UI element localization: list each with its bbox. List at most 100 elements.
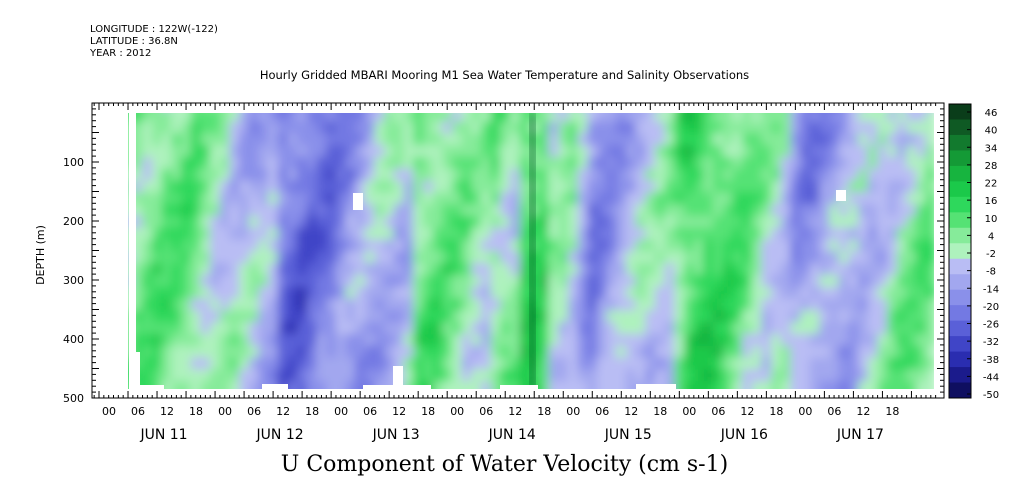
field-cell xyxy=(722,133,734,156)
field-cell xyxy=(674,286,686,309)
field-cell xyxy=(248,239,260,262)
field-cell xyxy=(142,204,154,227)
field-cell xyxy=(229,215,241,238)
field-cell xyxy=(596,121,608,144)
field-cell xyxy=(664,263,676,286)
field-cell xyxy=(480,345,492,368)
field-cell xyxy=(258,369,270,389)
field-cell xyxy=(413,263,425,286)
colorbar-label: -26 xyxy=(983,320,999,331)
field-cell xyxy=(887,239,899,262)
field-cell xyxy=(713,145,725,168)
field-cell xyxy=(461,274,473,297)
field-cell xyxy=(567,357,579,380)
field-cell xyxy=(142,251,154,274)
field-cell xyxy=(229,204,241,227)
field-cell xyxy=(161,333,173,356)
field-cell xyxy=(596,345,608,368)
field-cell xyxy=(229,192,241,215)
field-cell xyxy=(654,239,666,262)
field-cell xyxy=(297,180,309,203)
field-cell xyxy=(403,227,415,250)
field-cell xyxy=(587,333,599,356)
field-cell xyxy=(210,215,222,238)
field-cell xyxy=(471,274,483,297)
field-cell xyxy=(432,215,444,238)
field-cell xyxy=(471,180,483,203)
field-cell xyxy=(877,322,889,345)
colorbar-label: 22 xyxy=(985,179,998,190)
field-cell xyxy=(461,192,473,215)
field-cell xyxy=(152,310,164,333)
field-cell xyxy=(306,215,318,238)
field-cell xyxy=(509,251,521,274)
field-cell xyxy=(858,381,870,389)
field-cell xyxy=(625,369,637,389)
field-cell xyxy=(654,204,666,227)
field-cell xyxy=(287,357,299,380)
x-hour-label: 00 xyxy=(450,405,464,418)
field-cell xyxy=(335,286,347,309)
field-cell xyxy=(858,251,870,274)
field-cell xyxy=(858,322,870,345)
field-cell xyxy=(268,333,280,356)
field-cell xyxy=(355,345,367,368)
x-hour-label: 06 xyxy=(131,405,145,418)
field-cell xyxy=(645,145,657,168)
field-cell xyxy=(703,357,715,380)
field-cell xyxy=(442,168,454,191)
field-cell xyxy=(393,333,405,356)
field-cell xyxy=(606,333,618,356)
field-cell xyxy=(326,286,338,309)
field-cell xyxy=(152,227,164,250)
field-cell xyxy=(771,263,783,286)
missing-data-gap xyxy=(129,113,136,389)
field-cell xyxy=(142,274,154,297)
field-cell xyxy=(567,204,579,227)
field-cell xyxy=(268,180,280,203)
field-cell xyxy=(471,263,483,286)
field-cell xyxy=(625,381,637,389)
field-cell xyxy=(732,192,744,215)
field-cell xyxy=(509,310,521,333)
x-hour-label: 12 xyxy=(276,405,290,418)
field-cell xyxy=(693,192,705,215)
field-cell xyxy=(384,286,396,309)
field-cell xyxy=(587,298,599,321)
field-cell xyxy=(906,322,918,345)
field-cell xyxy=(258,145,270,168)
field-cell xyxy=(809,310,821,333)
field-cell xyxy=(364,227,376,250)
field-cell xyxy=(761,204,773,227)
field-cell xyxy=(925,215,934,238)
field-cell xyxy=(190,310,202,333)
field-cell xyxy=(181,381,193,389)
field-cell xyxy=(500,192,512,215)
field-cell xyxy=(181,227,193,250)
field-cell xyxy=(219,274,231,297)
field-cell xyxy=(867,345,879,368)
field-cell xyxy=(577,168,589,191)
field-cell xyxy=(887,204,899,227)
field-cell xyxy=(268,357,280,380)
field-cell xyxy=(780,204,792,227)
field-cell xyxy=(896,333,908,356)
field-cell xyxy=(268,310,280,333)
field-cell xyxy=(355,251,367,274)
field-cell xyxy=(654,192,666,215)
field-cell xyxy=(654,168,666,191)
field-cell xyxy=(432,298,444,321)
field-cell xyxy=(800,192,812,215)
field-cell xyxy=(171,239,183,262)
field-cell xyxy=(703,381,715,389)
field-cell xyxy=(471,333,483,356)
field-cell xyxy=(674,251,686,274)
field-cell xyxy=(858,239,870,262)
field-cell xyxy=(364,145,376,168)
x-day-label: JUN 17 xyxy=(836,427,884,443)
field-cell xyxy=(867,145,879,168)
field-cell xyxy=(355,121,367,144)
field-cell xyxy=(229,298,241,321)
field-cell xyxy=(171,251,183,274)
field-cell xyxy=(287,133,299,156)
